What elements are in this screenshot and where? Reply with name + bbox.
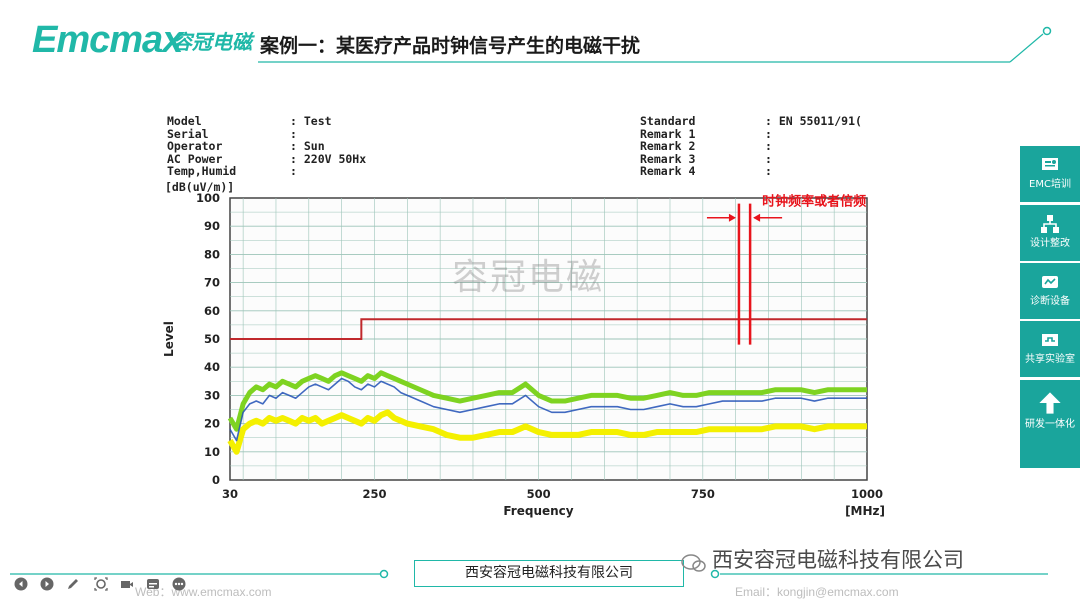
report-left-labels: Model Serial Operator AC Power Temp,Humi… — [167, 114, 237, 178]
chart-unit: [dB(uV/m)] — [165, 180, 235, 194]
footer-web: Web：www.emcmax.com — [135, 585, 272, 599]
x-tick-label: 30 — [222, 487, 238, 501]
sidebar-item-diagnostic-device[interactable]: 诊断设备 — [1020, 263, 1080, 319]
footer-company-box: 西安容冠电磁科技有限公司 — [414, 560, 684, 587]
sidebar-label: EMC培训 — [1029, 179, 1071, 190]
x-tick-label: 250 — [362, 487, 386, 501]
arrow-up-icon — [1039, 392, 1061, 414]
more-options-icon[interactable] — [172, 577, 186, 591]
wechat-account-name: 西安容冠电磁科技有限公司 — [712, 548, 964, 572]
sidebar-item-rd-integration[interactable]: 研发一体化 — [1020, 380, 1080, 468]
device-icon — [1042, 276, 1058, 288]
sidebar-item-shared-lab[interactable]: 共享实验室 — [1020, 321, 1080, 377]
y-tick-label: 50 — [204, 332, 220, 346]
pen-icon[interactable] — [66, 577, 80, 591]
lab-icon — [1042, 334, 1058, 346]
camera-icon[interactable] — [120, 577, 134, 591]
y-axis-label: Level — [162, 321, 176, 357]
x-axis-unit: [MHz] — [845, 504, 885, 518]
arrow-right-head — [753, 213, 761, 222]
clock-annotation: 时钟频率或者倍频 — [762, 194, 866, 210]
zoom-icon[interactable] — [94, 577, 108, 591]
x-tick-label: 500 — [527, 487, 551, 501]
sidebar-label: 设计整改 — [1030, 238, 1070, 249]
arrow-left-head — [728, 213, 736, 222]
y-tick-label: 90 — [204, 219, 220, 233]
sidebar-label: 研发一体化 — [1025, 419, 1075, 430]
sidebar-label: 诊断设备 — [1030, 296, 1070, 307]
sidebar-label: 共享实验室 — [1025, 354, 1075, 365]
certificate-icon — [1042, 158, 1058, 170]
next-slide-icon[interactable] — [40, 577, 54, 591]
y-tick-label: 100 — [196, 191, 220, 205]
y-tick-label: 40 — [204, 360, 220, 374]
network-icon — [1041, 215, 1059, 233]
emi-chart: 0 10 20 30 40 50 60 70 80 90 100 30 250 500 750 1000 Lev… — [162, 191, 885, 518]
watermark: 容冠电磁 — [452, 257, 605, 298]
y-tick-label: 30 — [204, 388, 220, 402]
data-series-line — [229, 377, 867, 442]
y-tick-label: 10 — [204, 445, 220, 459]
y-tick-label: 60 — [204, 304, 220, 318]
limit-line — [230, 318, 867, 340]
data-series-line — [227, 370, 867, 432]
company-logo-cn: 容冠电磁 — [172, 30, 252, 54]
slide-title: 案例一：某医疗产品时钟信号产生的电磁干扰 — [260, 35, 641, 57]
sidebar-item-design-fix[interactable]: 设计整改 — [1020, 205, 1080, 261]
subtitles-icon[interactable] — [146, 577, 160, 591]
y-tick-label: 20 — [204, 417, 220, 431]
sidebar-item-emc-training[interactable]: EMC培训 — [1020, 146, 1080, 202]
report-right-values: : EN 55011/91( : : : : — [765, 114, 862, 178]
previous-slide-icon[interactable] — [14, 577, 28, 591]
footer-email: Email：kongjin@emcmax.com — [735, 585, 899, 599]
wechat-icon — [681, 554, 706, 572]
header-decoration — [258, 26, 1052, 63]
report-right-labels: Standard Remark 1 Remark 2 Remark 3 Rema… — [640, 114, 696, 178]
report-left-values: : Test : : Sun : 220V 50Hx : — [290, 114, 367, 178]
y-tick-label: 0 — [212, 473, 220, 487]
x-axis-label: Frequency — [503, 504, 573, 518]
x-tick-label: 750 — [691, 487, 715, 501]
company-logo: Emcmax — [32, 19, 183, 61]
footer-decoration — [10, 569, 1048, 579]
x-tick-label: 1000 — [851, 487, 883, 501]
y-tick-label: 80 — [204, 247, 220, 261]
y-tick-label: 70 — [204, 276, 220, 290]
data-series-line — [227, 409, 867, 455]
